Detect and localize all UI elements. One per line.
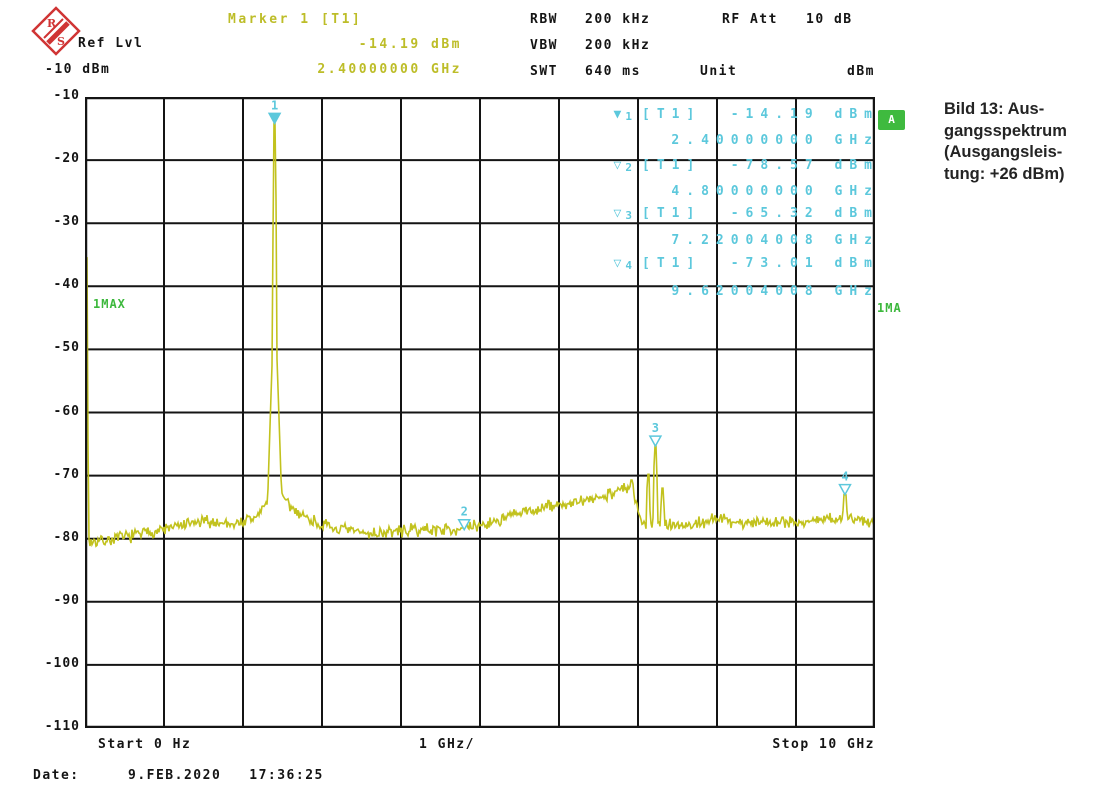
y-tick-label: -40 [53, 277, 80, 292]
vbw-value: 200 kHz [585, 38, 651, 53]
chart-marker-triangle [457, 518, 471, 532]
date-label: Date: [33, 768, 80, 783]
marker-row-symbol: ▽ 4 [552, 256, 632, 272]
marker-row-symbol: ▽ 3 [552, 206, 632, 222]
marker-row-level: -65.32 dBm [730, 206, 879, 221]
trace-mode-label-right: 1MA [877, 301, 902, 315]
swt-value: 640 ms [585, 64, 641, 79]
marker-row-symbol: ▽ 2 [552, 158, 632, 174]
marker-readout-level: -14.19 dBm [358, 37, 462, 52]
rf-att-label: RF Att [722, 12, 778, 27]
date-value: 9.FEB.2020 17:36:25 [128, 768, 324, 783]
vbw-label: VBW [530, 38, 558, 53]
marker-number: 2 [625, 161, 632, 174]
unit-label: Unit [700, 64, 738, 79]
spectrum-plot: 1 2 3 4 [85, 97, 875, 728]
marker-triangle-icon: ▽ [613, 256, 622, 271]
svg-text:S: S [57, 35, 65, 48]
y-tick-label: -70 [53, 467, 80, 482]
y-tick-label: -30 [53, 214, 80, 229]
caption-line: (Ausgangsleis- [944, 143, 1063, 161]
chart-marker-triangle [267, 112, 282, 125]
x-axis-start-label: Start 0 Hz [98, 737, 192, 752]
marker-triangle-icon: ▽ [613, 206, 622, 221]
grid-lines [85, 97, 875, 728]
chart-marker-number: 3 [652, 421, 659, 435]
marker-row-symbol: ▼ 1 [552, 107, 632, 123]
marker-number: 1 [625, 110, 632, 123]
svg-text:R: R [47, 17, 57, 30]
caption-line: gangsspektrum [944, 121, 1067, 140]
y-tick-label: -60 [53, 404, 80, 419]
marker-row-trace: [T1] [642, 158, 702, 173]
y-tick-label: -110 [44, 719, 80, 734]
rbw-label: RBW [530, 12, 558, 27]
marker-row-trace: [T1] [642, 107, 702, 122]
chart-marker-number: 2 [461, 505, 468, 519]
y-tick-label: -90 [53, 593, 80, 608]
marker-row-trace: [T1] [642, 256, 702, 271]
trace-mode-label-left: 1MAX [93, 297, 126, 311]
marker-readout-title: Marker 1 [T1] [228, 12, 363, 27]
marker-triangle-icon: ▽ [613, 158, 622, 173]
y-tick-label: -80 [53, 530, 80, 545]
rbw-value: 200 kHz [585, 12, 651, 27]
chart-marker-triangle [648, 435, 663, 448]
spectrum-trace [85, 122, 875, 548]
unit-value: dBm [847, 64, 875, 79]
marker-row-frequency: 4.80000000 GHz [671, 184, 879, 199]
marker-row-level: -14.19 dBm [730, 107, 879, 122]
marker-row-frequency: 2.40000000 GHz [671, 133, 879, 148]
ref-level-value: -10 dBm [45, 62, 111, 77]
plot-border [85, 97, 875, 728]
marker-number: 3 [625, 209, 632, 222]
rf-att-value: 10 dB [806, 12, 853, 27]
y-tick-label: -20 [53, 151, 80, 166]
detector-badge: A [878, 110, 905, 130]
marker-triangle-icon: ▼ [613, 107, 622, 122]
caption-line: tung: +26 dBm) [944, 164, 1065, 183]
marker-row-frequency: 7.22004008 GHz [671, 233, 879, 248]
chart-marker-number: 4 [841, 470, 848, 484]
caption-line: Bild 13: Aus- [944, 100, 1045, 118]
marker-number: 4 [625, 259, 632, 272]
rohde-schwarz-logo: R S [31, 6, 81, 56]
marker-row-level: -78.57 dBm [730, 158, 879, 173]
chart-marker-number: 1 [271, 98, 278, 112]
x-axis-stop-label: Stop 10 GHz [772, 737, 875, 752]
x-axis-scale-label: 1 GHz/ [419, 737, 475, 752]
marker-row-trace: [T1] [642, 206, 702, 221]
marker-readout-freq: 2.40000000 GHz [317, 62, 462, 77]
swt-label: SWT [530, 64, 558, 79]
y-tick-label: -50 [53, 340, 80, 355]
marker-row-level: -73.01 dBm [730, 256, 879, 271]
marker-row-frequency: 9.62004008 GHz [671, 284, 879, 299]
y-tick-label: -100 [44, 656, 80, 671]
chart-marker-triangle [838, 483, 852, 497]
figure-caption: Bild 13: Aus- gangsspektrum (Ausgangslei… [944, 99, 1093, 185]
ref-level-label: Ref Lvl [78, 36, 144, 51]
y-tick-label: -10 [53, 88, 80, 103]
